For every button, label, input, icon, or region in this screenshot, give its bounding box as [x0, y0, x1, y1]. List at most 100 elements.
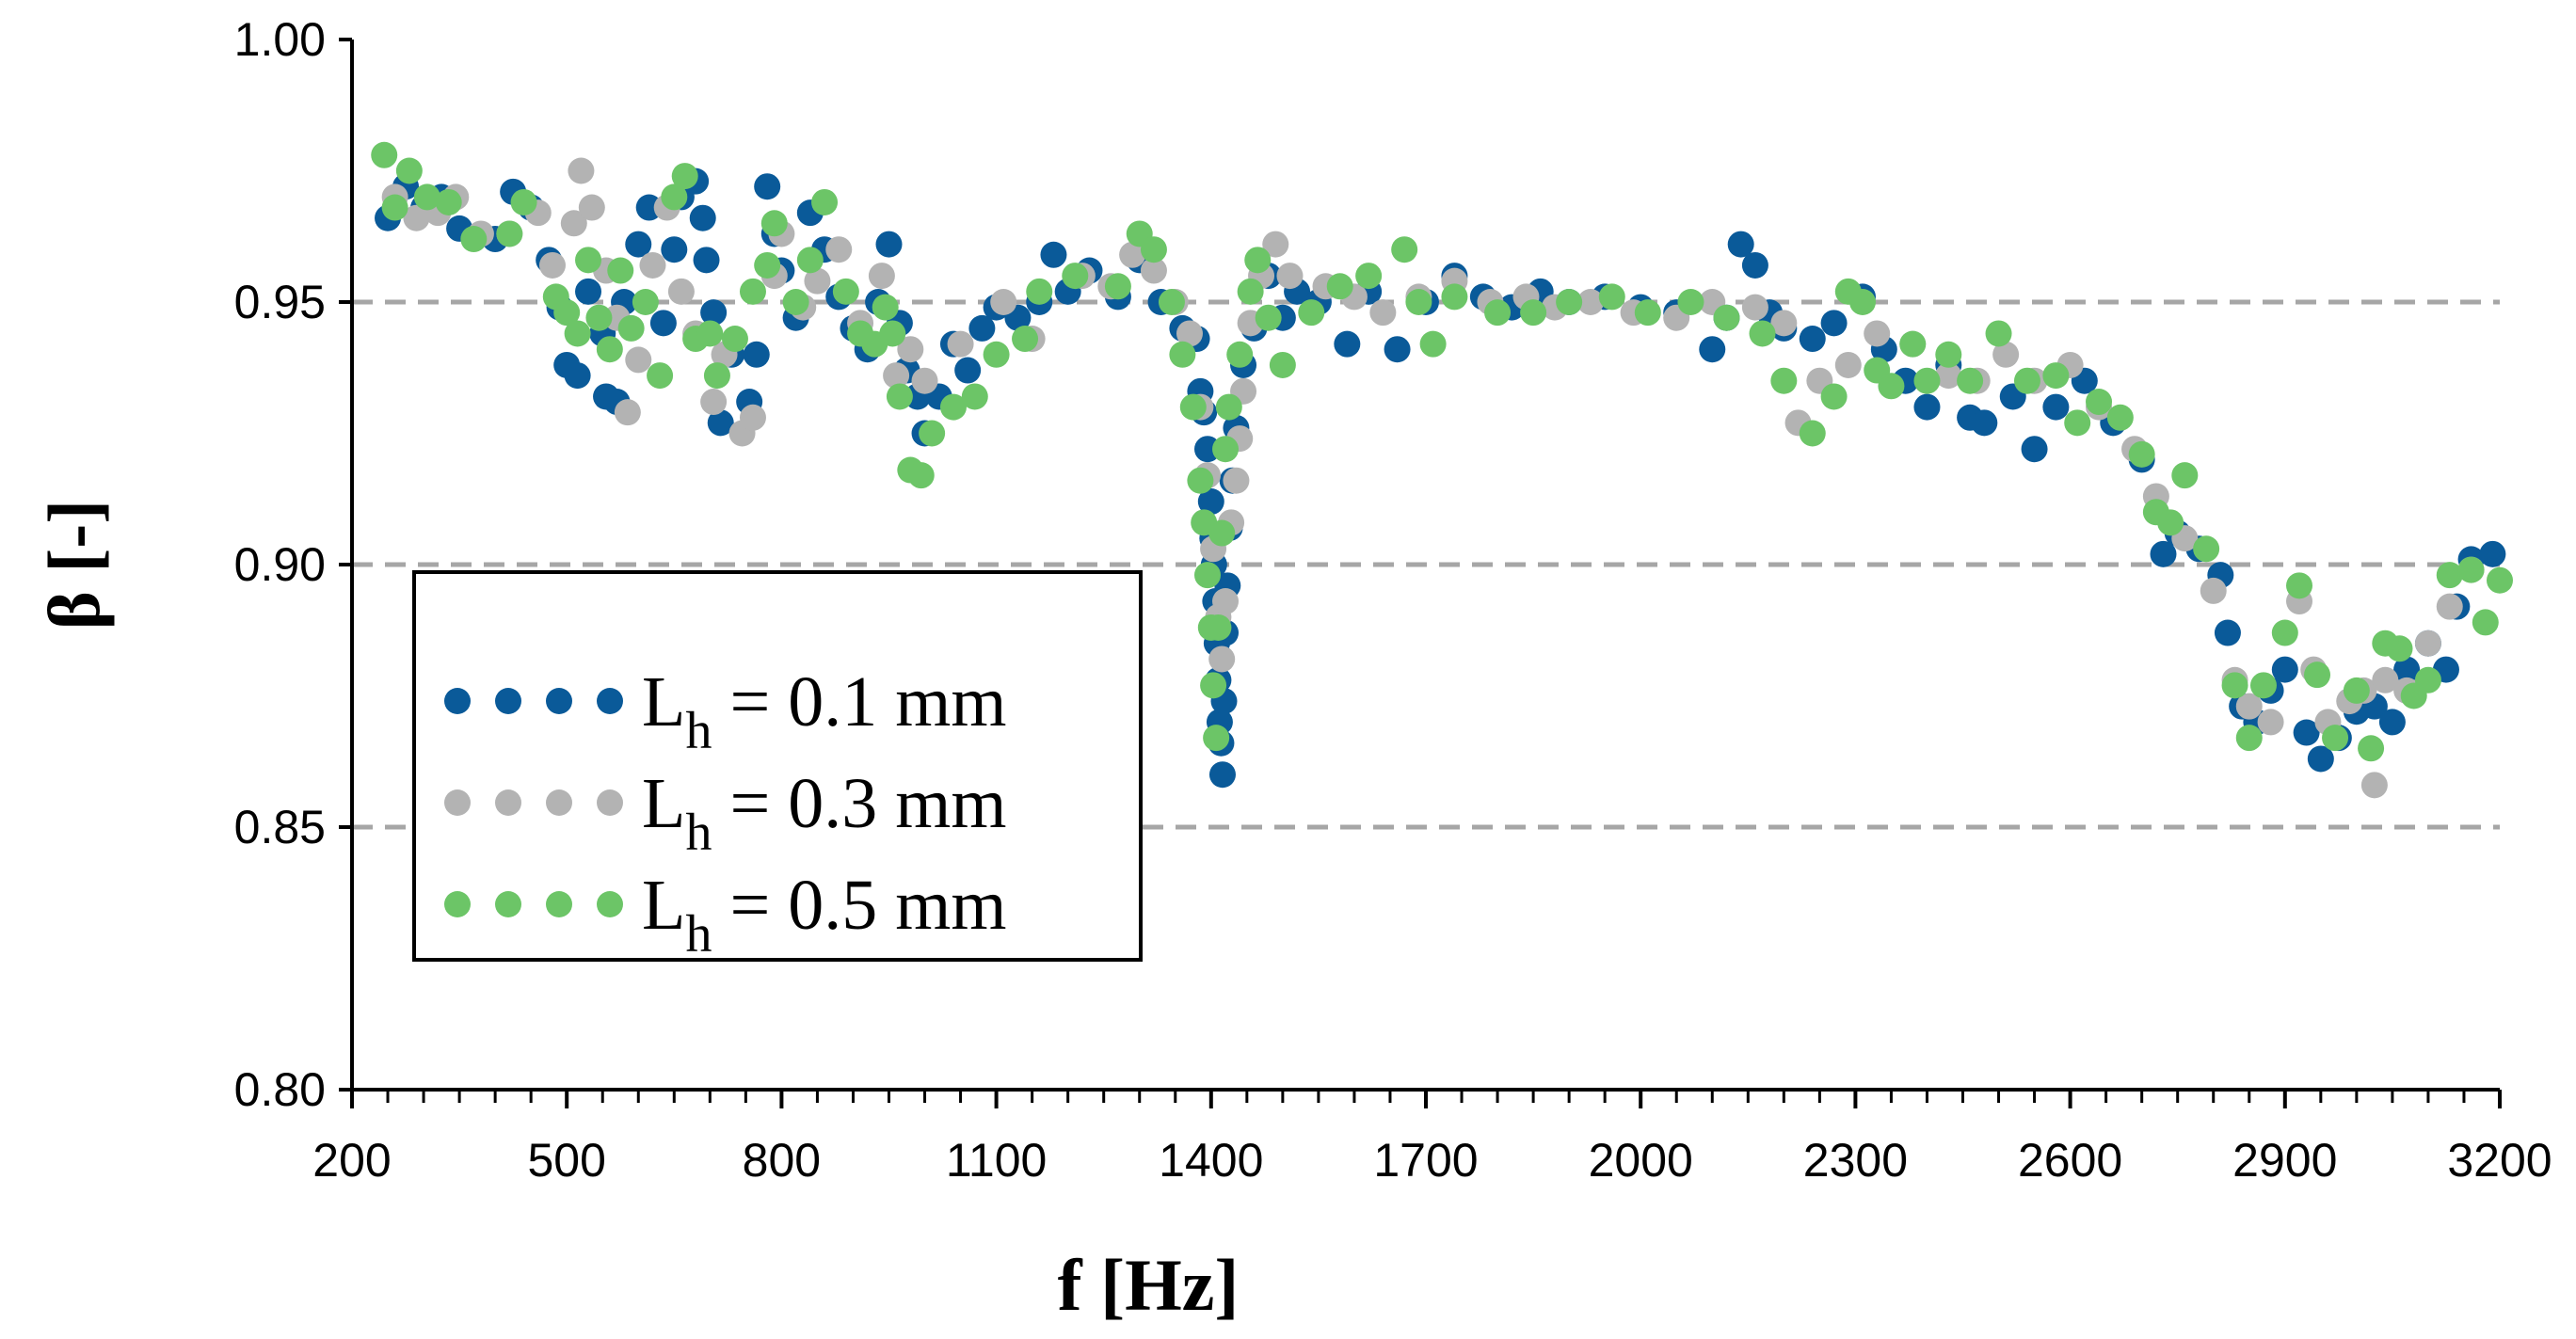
data-point: [1770, 310, 1798, 337]
data-point: [614, 399, 641, 426]
data-point: [1699, 336, 1726, 363]
data-point: [1520, 299, 1547, 327]
data-point: [868, 263, 895, 290]
x-tick-label: 1700: [1373, 1134, 1478, 1187]
data-point: [832, 278, 859, 305]
data-point: [2414, 630, 2441, 657]
data-point: [1212, 588, 1240, 615]
data-point: [700, 299, 728, 327]
data-point: [1200, 672, 1227, 699]
data-point: [1223, 467, 1250, 494]
data-point: [872, 294, 899, 321]
data-point: [2157, 509, 2184, 536]
data-point: [1878, 373, 1905, 400]
data-point: [804, 267, 831, 295]
data-point: [1119, 241, 1146, 268]
data-point: [2106, 404, 2134, 431]
data-point: [1384, 336, 1411, 363]
data-point: [1208, 646, 1236, 673]
data-point: [2436, 562, 2463, 589]
data-point: [1935, 362, 1962, 390]
data-point: [1169, 341, 1196, 368]
data-point: [1355, 263, 1383, 290]
data-point: [811, 188, 839, 215]
data-point: [578, 194, 605, 221]
data-point: [2457, 556, 2485, 583]
data-point: [564, 320, 591, 347]
data-point: [460, 226, 488, 253]
data-point: [983, 341, 1010, 368]
data-point: [1913, 393, 1941, 421]
data-point: [2150, 540, 2177, 567]
data-point: [1849, 289, 1877, 315]
data-point: [1012, 326, 1039, 353]
data-point: [2249, 672, 2277, 699]
data-point: [1864, 320, 1891, 347]
data-point: [2193, 535, 2220, 563]
data-point: [2257, 709, 2284, 736]
y-ticks: 0.80 0.85 0.90 0.95 1.00: [234, 13, 352, 1116]
legend-label: Lh = 0.5 mm: [642, 866, 1007, 964]
data-point: [1262, 231, 1289, 258]
data-point: [939, 393, 967, 421]
legend-marker: [597, 789, 623, 816]
legend-marker: [597, 688, 623, 714]
data-point: [875, 231, 903, 258]
data-point: [661, 183, 688, 211]
data-point: [1208, 761, 1236, 789]
data-point: [2271, 656, 2298, 683]
data-point: [568, 157, 595, 184]
data-point: [2414, 666, 2441, 693]
y-tick-label: 0.95: [234, 276, 326, 328]
data-point: [625, 231, 652, 258]
y-tick-label: 0.90: [234, 538, 326, 591]
data-point: [1040, 241, 1067, 268]
data-point: [647, 362, 674, 390]
data-point: [607, 257, 634, 284]
data-point: [703, 362, 730, 390]
data-point: [1237, 278, 1264, 305]
data-point: [1179, 393, 1207, 421]
data-point: [2064, 409, 2091, 437]
data-point: [2307, 745, 2334, 773]
legend-marker: [546, 891, 572, 917]
data-point: [2304, 662, 2331, 689]
data-point: [1598, 283, 1625, 311]
data-point: [2221, 672, 2248, 699]
data-point: [2343, 677, 2370, 704]
x-axis-title: f [Hz]: [1058, 1244, 1240, 1326]
data-point: [661, 236, 688, 263]
data-point: [2322, 725, 2349, 752]
x-tick-label: 2300: [1803, 1134, 1908, 1187]
data-point: [700, 389, 728, 416]
data-point: [760, 210, 788, 237]
legend-marker: [495, 688, 521, 714]
data-point: [553, 299, 581, 327]
data-point: [961, 383, 988, 410]
data-point: [1369, 299, 1397, 327]
data-point: [689, 204, 716, 231]
data-point: [1985, 320, 2012, 347]
data-point: [585, 304, 613, 331]
data-point: [1276, 263, 1304, 290]
x-tick-label: 2000: [1589, 1134, 1693, 1187]
data-point: [968, 314, 996, 342]
legend-marker: [597, 891, 623, 917]
data-point: [886, 383, 913, 410]
legend-marker: [495, 789, 521, 816]
data-point: [1484, 299, 1512, 327]
data-point: [879, 320, 906, 347]
data-point: [696, 320, 724, 347]
data-point: [1799, 420, 1826, 447]
data-point: [1140, 236, 1167, 263]
x-tick-label: 500: [527, 1134, 605, 1187]
data-point: [1208, 519, 1236, 547]
data-point: [1269, 351, 1296, 378]
data-point: [907, 462, 935, 489]
data-point: [1158, 289, 1185, 315]
data-point: [1556, 289, 1583, 315]
data-point: [371, 141, 398, 168]
